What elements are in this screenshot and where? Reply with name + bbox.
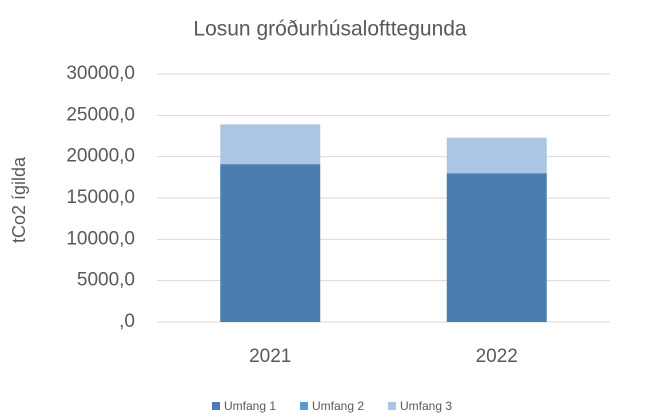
y-tick-label: 5000,0 bbox=[77, 270, 135, 291]
legend-swatch bbox=[212, 402, 220, 410]
legend-label: Umfang 2 bbox=[312, 399, 364, 413]
x-tick-label: 2021 bbox=[249, 346, 291, 367]
chart-title: Losun gróðurhúsalofttegunda bbox=[193, 18, 467, 41]
y-tick-label: 25000,0 bbox=[66, 104, 135, 125]
bar-segment bbox=[446, 137, 547, 174]
y-axis-label: tCo2 ígilda bbox=[9, 156, 29, 243]
y-tick-label: ,0 bbox=[119, 311, 135, 332]
y-tick-label: 15000,0 bbox=[66, 187, 135, 208]
bar-segment bbox=[220, 164, 321, 322]
x-tick-label: 2022 bbox=[476, 346, 518, 367]
bar-segment bbox=[446, 173, 547, 322]
y-tick-label: 10000,0 bbox=[66, 228, 135, 249]
legend-label: Umfang 1 bbox=[224, 399, 276, 413]
y-tick-label: 30000,0 bbox=[66, 63, 135, 84]
legend-swatch bbox=[300, 402, 308, 410]
legend-swatch bbox=[388, 402, 396, 410]
legend-label: Umfang 3 bbox=[400, 399, 452, 413]
bar-segment bbox=[220, 124, 321, 165]
y-tick-label: 20000,0 bbox=[66, 146, 135, 167]
